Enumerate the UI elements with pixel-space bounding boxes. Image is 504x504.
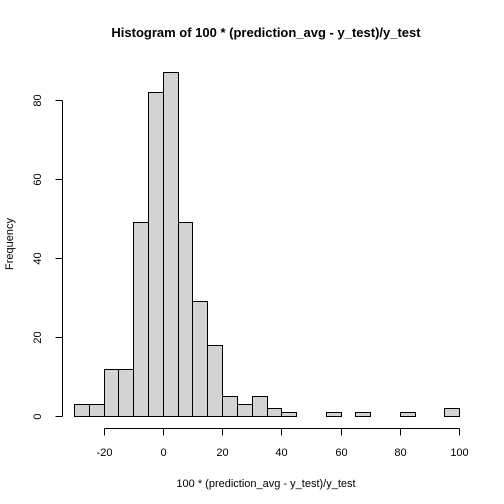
x-axis-label: 100 * (prediction_avg - y_test)/y_test [176,478,355,490]
y-tick-label: 40 [32,252,44,264]
histogram-bar [222,396,238,417]
histogram-bar [237,404,253,417]
histogram-bar [133,222,149,417]
histogram-bar [104,369,119,417]
histogram-bar [192,301,208,417]
histogram-bar [267,408,282,417]
histogram-bar [326,412,342,417]
histogram-bar [118,369,134,417]
histogram-bar [355,412,371,417]
histogram-bar [252,396,268,417]
histogram-bar [89,404,105,417]
y-tick-label: 20 [32,331,44,343]
bars-group [74,72,460,417]
x-tick-label: 20 [216,447,228,459]
x-tick-label: 0 [160,447,166,459]
x-tick-label: 80 [394,447,406,459]
y-axis-label: Frequency [4,218,16,270]
y-axis: 0 20 40 60 80 [32,94,63,420]
y-tick-label: 80 [32,94,44,106]
histogram-bar [178,222,193,417]
histogram-bar [207,345,223,417]
chart-title: Histogram of 100 * (prediction_avg - y_t… [111,25,421,40]
histogram-bar [74,404,90,417]
histogram-bar [281,412,297,417]
histogram-bar [444,408,460,417]
histogram-bar [148,92,164,417]
histogram-bar [163,72,179,417]
x-tick-label: 60 [335,447,347,459]
x-tick-label: -20 [97,447,113,459]
x-tick-label: 100 [450,447,468,459]
x-axis: -20 0 20 40 60 80 100 [97,428,469,459]
x-tick-label: 40 [275,447,287,459]
histogram-bar [400,412,416,417]
y-tick-label: 0 [32,413,44,419]
y-tick-label: 60 [32,173,44,185]
